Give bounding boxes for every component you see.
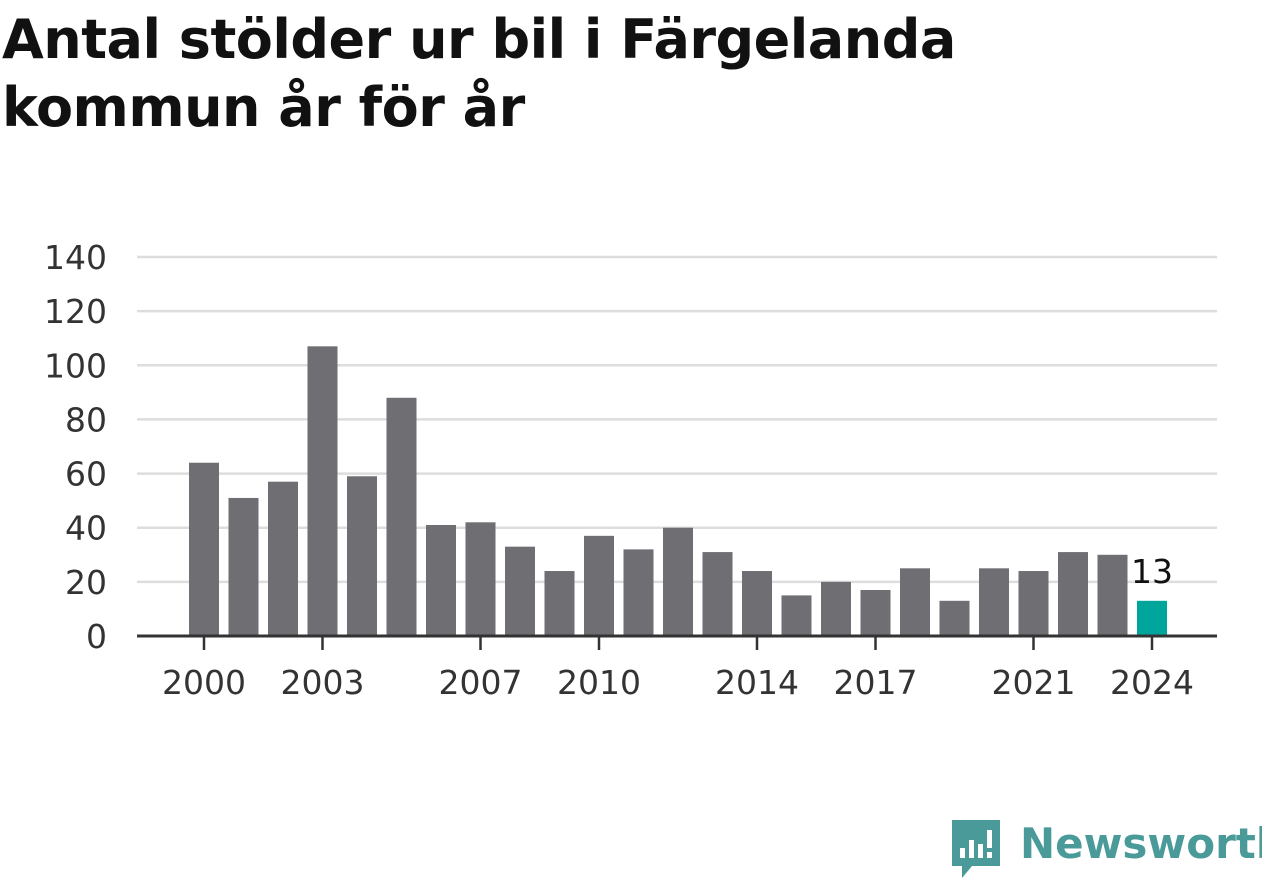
y-tick-label: 0: [86, 617, 107, 656]
y-tick-label: 100: [44, 346, 107, 385]
brand-name: Newsworthy: [1020, 819, 1262, 868]
bar: [386, 397, 417, 636]
bar: [979, 568, 1009, 636]
bar: [584, 535, 614, 636]
x-tick-label: 2010: [557, 663, 641, 702]
x-tick-label: 2014: [715, 663, 799, 702]
bar: [623, 549, 654, 636]
value-labels: 13: [1131, 552, 1173, 591]
y-tick-label: 40: [65, 509, 107, 548]
x-tick-label: 2017: [834, 663, 918, 702]
bar: [663, 527, 693, 636]
bar: [505, 546, 535, 636]
bar: [268, 481, 298, 636]
bar: [347, 476, 377, 636]
bar: [860, 589, 891, 636]
bar: [939, 600, 970, 636]
x-axis-ticks: 2000 2003 2007 2010 2014 2017 2021 2024: [162, 636, 1194, 702]
x-tick-label: 2021: [992, 663, 1076, 702]
bar: [900, 568, 930, 636]
y-axis-ticks: 0 20 40 60 80 100 120 140: [44, 238, 107, 656]
bar: [228, 497, 259, 636]
newsworthy-logo-icon: [952, 820, 1000, 878]
bar: [189, 462, 219, 636]
x-tick-label: 2024: [1110, 663, 1194, 702]
bar: [821, 581, 851, 636]
x-tick-label: 2000: [162, 663, 246, 702]
bar: [742, 571, 772, 636]
x-tick-label: 2007: [439, 663, 523, 702]
bar: [307, 346, 338, 636]
bar: [544, 571, 575, 636]
y-tick-label: 140: [44, 238, 107, 277]
y-tick-label: 80: [65, 400, 107, 439]
y-tick-label: 120: [44, 292, 107, 331]
bars: [189, 346, 1167, 636]
y-tick-label: 20: [65, 563, 107, 602]
bar-highlight: [1137, 600, 1167, 636]
bar: [702, 552, 733, 636]
bar: [1097, 554, 1128, 636]
bar: [781, 595, 812, 636]
bar: [465, 522, 496, 636]
x-tick-label: 2003: [281, 663, 365, 702]
bar: [1058, 552, 1088, 636]
y-tick-label: 60: [65, 455, 107, 494]
bar: [1018, 571, 1049, 636]
chart-title: Antal stölder ur bil i Färgelanda kommun…: [2, 8, 956, 139]
bar: [426, 525, 456, 636]
brand-logo: Newsworthy: [950, 818, 1262, 880]
highlight-value-label: 13: [1131, 552, 1173, 591]
